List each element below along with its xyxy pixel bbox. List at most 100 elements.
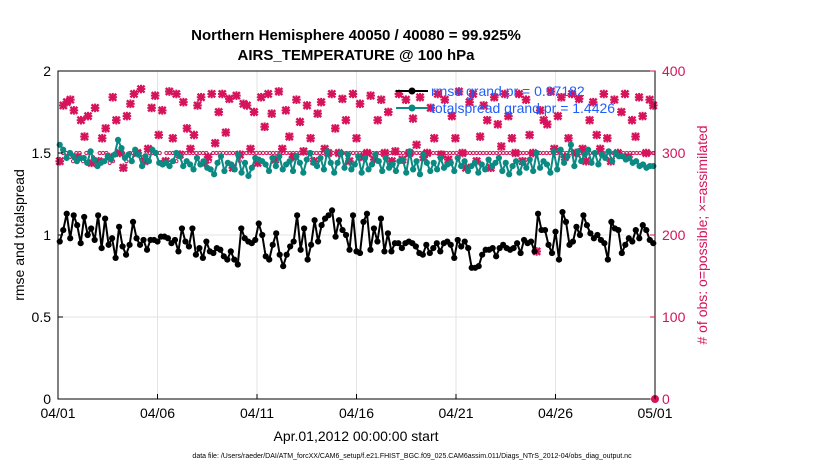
obs-assimilated-point (295, 117, 305, 127)
obs-assimilated-point (489, 92, 499, 102)
y-right-tick-label: 400 (662, 63, 686, 79)
obs-assimilated-point (157, 106, 167, 115)
obs-assimilated-point (602, 133, 612, 143)
rmse-point (465, 245, 472, 252)
totalspread-point (166, 163, 173, 170)
rmse-point (280, 263, 287, 270)
obs-assimilated-point (500, 89, 510, 99)
rmse-point (510, 245, 517, 252)
totalspread-point (361, 154, 369, 162)
obs-assimilated-point (189, 130, 199, 140)
rmse-point (290, 238, 297, 245)
rmse-point (569, 238, 577, 245)
totalspread-point (231, 166, 238, 173)
obs-assimilated-point (391, 147, 400, 156)
rmse-point (259, 231, 266, 239)
totalspread-point (355, 153, 362, 160)
rmse-point (356, 249, 364, 257)
obs-assimilated-point (260, 122, 270, 132)
totalspread-point (317, 154, 324, 162)
rmse-point (454, 236, 461, 244)
x-tick-label: 05/01 (637, 405, 672, 421)
rmse-point (269, 241, 276, 248)
obs-assimilated-point (97, 133, 107, 143)
obs-assimilated-point (645, 95, 655, 105)
rmse-point (583, 222, 591, 229)
totalspread-point (313, 163, 321, 170)
totalspread-point (536, 164, 544, 171)
obs-assimilated-point (193, 101, 202, 110)
rmse-point (67, 235, 74, 242)
totalspread-point (485, 156, 492, 163)
totalspread-point (581, 151, 588, 158)
obs-assimilated-point (567, 89, 577, 99)
totalspread-point (372, 151, 379, 158)
obs-assimilated-point (196, 92, 206, 102)
obs-assimilated-point (408, 114, 418, 123)
totalspread-point (591, 149, 599, 157)
rmse-point (182, 238, 189, 245)
rmse-point (266, 256, 273, 263)
totalspread-point (331, 169, 338, 176)
rmse-point (395, 240, 402, 247)
totalspread-point (341, 164, 348, 171)
totalspread-point (90, 156, 98, 163)
rmse-point (555, 256, 563, 263)
obs-assimilated-point (542, 119, 552, 129)
series-layer (55, 84, 659, 403)
totalspread-point (358, 169, 365, 176)
rmse-point (527, 238, 535, 245)
totalspread-point (279, 166, 286, 173)
rmse-point (217, 246, 224, 253)
rmse-point (580, 212, 587, 219)
totalspread-point (221, 167, 228, 175)
rmse-point (374, 238, 381, 245)
totalspread-point (499, 167, 506, 175)
obs-assimilated-point (362, 148, 372, 158)
obs-assimilated-point (164, 87, 174, 96)
rmse-point (95, 212, 102, 219)
totalspread-point (543, 161, 551, 168)
totalspread-point (447, 159, 454, 166)
totalspread-point (193, 154, 201, 162)
totalspread-point (605, 148, 612, 155)
obs-assimilated-point (217, 89, 227, 99)
obs-assimilated-point (122, 111, 132, 121)
rmse-point (541, 226, 549, 234)
obs-assimilated-point (429, 133, 439, 143)
obs-assimilated-point (546, 87, 556, 96)
rmse-point (562, 218, 570, 225)
obs-assimilated-point (507, 133, 517, 143)
rmse-point (154, 238, 161, 245)
rmse-point (636, 235, 643, 242)
obs-assimilated-point (496, 142, 506, 151)
totalspread-point (334, 159, 341, 166)
totalspread-point (211, 171, 218, 178)
rmse-point (381, 248, 388, 255)
y-axis-right: 0 100 200 300 400 (650, 63, 686, 407)
rmse-point (102, 215, 109, 222)
totalspread-point (519, 159, 527, 166)
obs-assimilated-point (306, 133, 315, 143)
obs-assimilated-point (299, 147, 308, 156)
rmse-point (475, 263, 482, 270)
rmse-point (63, 210, 70, 217)
chart-subtitle: AIRS_TEMPERATURE @ 100 hPa (238, 47, 476, 64)
obs-assimilated-point (246, 144, 255, 154)
obs-assimilated-point (564, 133, 573, 143)
totalspread-point (142, 153, 149, 160)
y-right-tick-label: 100 (662, 309, 686, 325)
totalspread-point (437, 154, 444, 162)
obs-assimilated-point (263, 89, 273, 99)
y-right-tick-label: 0 (662, 391, 670, 407)
rmse-point (314, 238, 322, 245)
legend-label-rmse: rmse grand pr = 0.97182 (431, 83, 585, 99)
rmse-point (328, 207, 336, 214)
obs-assimilated-point (302, 101, 312, 110)
obs-assimilated-point (574, 94, 584, 104)
totalspread-point (471, 159, 478, 166)
rmse-point (234, 261, 241, 268)
rmse-point (412, 243, 419, 250)
rmse-point (332, 233, 339, 240)
obs-assimilated-point (595, 144, 605, 154)
